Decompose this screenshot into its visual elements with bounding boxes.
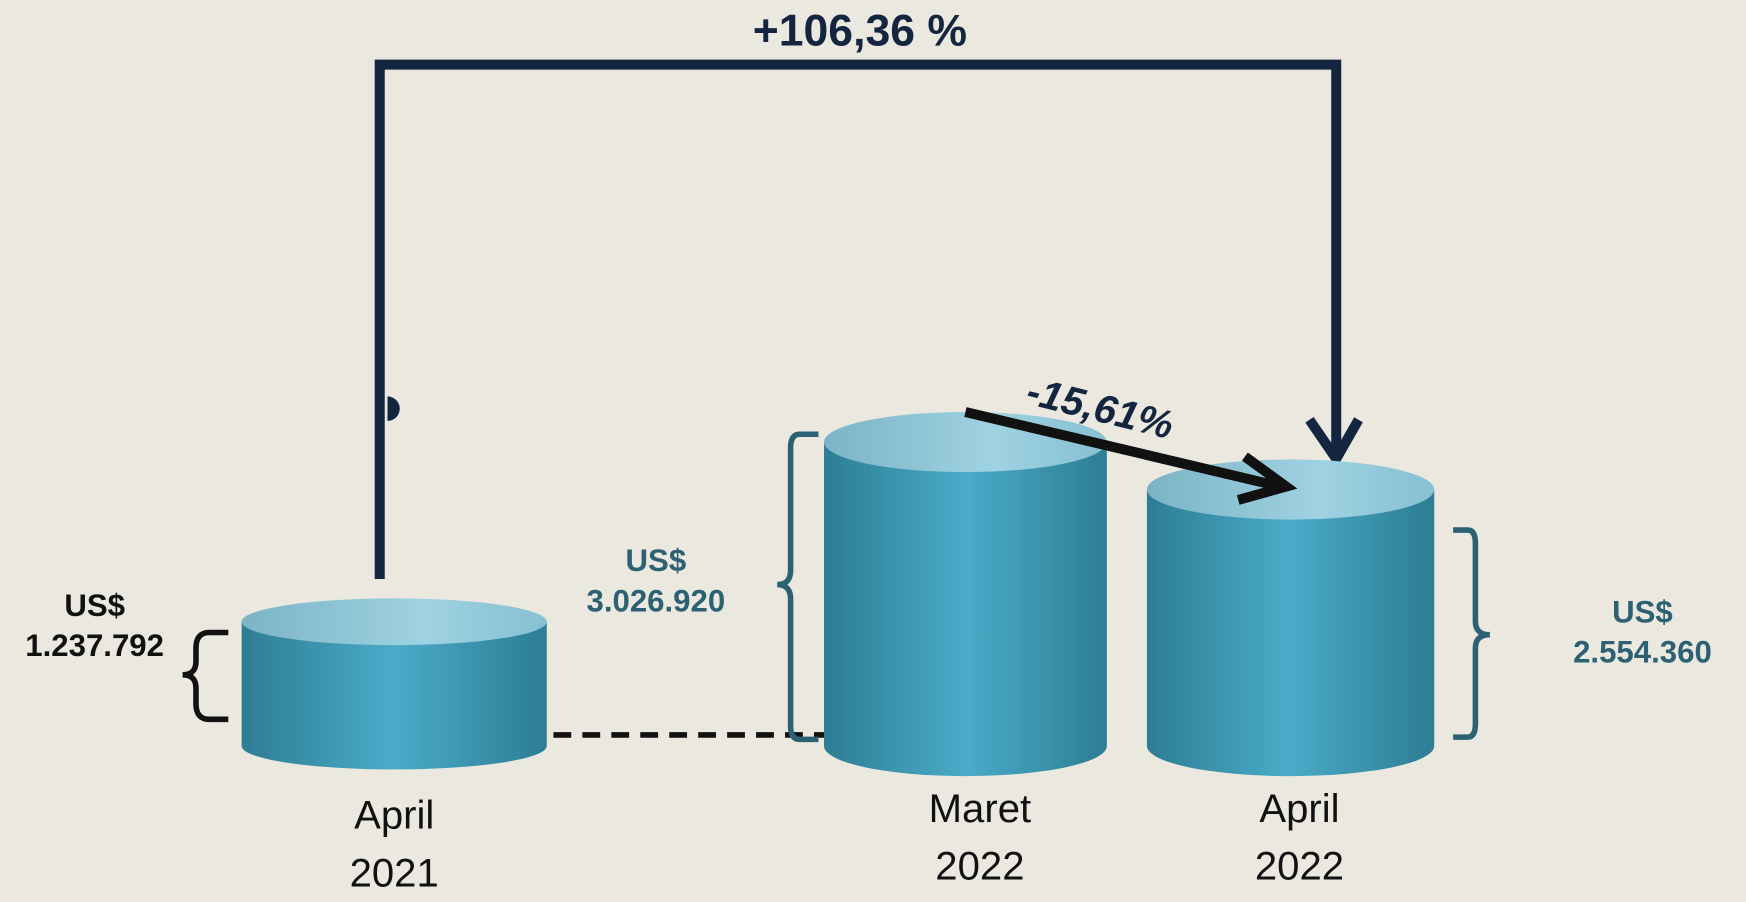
category-label: April 2021 <box>349 791 439 896</box>
brace <box>182 629 229 723</box>
connector-dot <box>387 396 400 421</box>
category-label: Maret 2022 <box>928 785 1032 889</box>
annotation: +106,36 % <box>752 6 967 56</box>
value-label: US$ 3.026.920 <box>586 543 726 619</box>
cylinder <box>241 621 547 770</box>
cylinder <box>1146 489 1435 777</box>
value-label: US$ 1.237.792 <box>25 587 165 663</box>
brace <box>1453 527 1491 740</box>
arrow-head <box>1305 416 1363 469</box>
cylinder <box>824 442 1107 777</box>
cylinder-top <box>241 598 547 646</box>
change-arrow <box>964 407 1298 505</box>
value-label: US$ 2.554.360 <box>1573 594 1712 670</box>
change-connector <box>374 59 1342 580</box>
category-label: April 2022 <box>1254 785 1345 889</box>
brace <box>777 431 819 743</box>
